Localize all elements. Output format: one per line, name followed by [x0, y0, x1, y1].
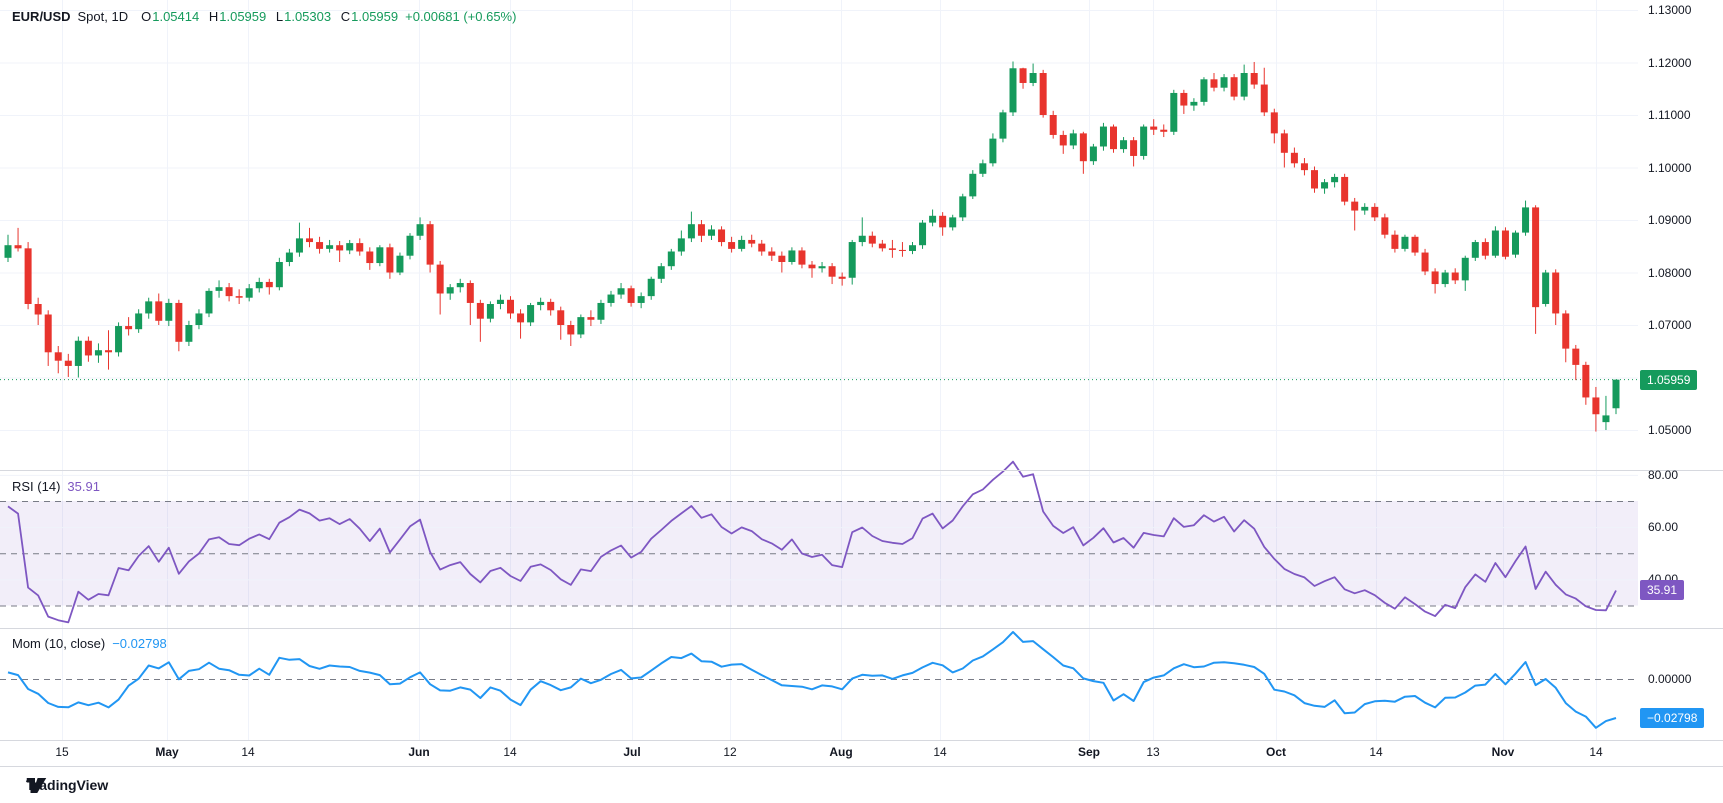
- close-value: 1.05959: [351, 9, 399, 24]
- last-price-badge: 1.05959: [1640, 369, 1698, 390]
- mom-legend-title[interactable]: Mom (10, close): [12, 636, 106, 651]
- open-value: 1.05414: [152, 9, 200, 24]
- brand-name[interactable]: TradingView: [26, 777, 109, 793]
- price-axis-label: 1.10000: [1648, 160, 1692, 175]
- price-axis-label: 1.07000: [1648, 318, 1692, 332]
- rsi-legend: RSI (14) 35.91: [12, 479, 100, 494]
- time-axis-label: Sep: [1077, 745, 1101, 759]
- rsi-axis-label: 60.00: [1648, 520, 1679, 535]
- price-axis-label: 1.09000: [1648, 213, 1692, 227]
- price-axis-label: 1.12000: [1648, 55, 1692, 70]
- low-value: 1.05303: [284, 9, 332, 24]
- mom-legend: Mom (10, close) −0.02798: [12, 636, 167, 651]
- ohlc-readout: O1.05414 H1.05959 L1.05303 C1.05959: [135, 9, 398, 24]
- time-axis-label: 14: [503, 745, 517, 759]
- time-axis-label: May: [155, 745, 179, 759]
- price-axis-label: 1.08000: [1648, 265, 1692, 280]
- time-axis-label: 14: [1589, 745, 1603, 759]
- rsi-legend-value: 35.91: [67, 479, 100, 494]
- time-axis-label: 14: [1369, 745, 1383, 759]
- symbol-title[interactable]: EUR/USD: [12, 9, 71, 24]
- symbol-meta: Spot, 1D: [77, 9, 129, 24]
- time-axis-label: 13: [1146, 745, 1160, 759]
- time-axis-label: Oct: [1265, 745, 1287, 759]
- rsi-value-badge: 35.91: [1640, 580, 1685, 601]
- mom-axis-label: 0.00000: [1648, 672, 1692, 686]
- high-value: 1.05959: [219, 9, 267, 24]
- close-label: C: [340, 9, 351, 24]
- high-label: H: [208, 9, 219, 24]
- tradingview-logo[interactable]: [26, 777, 47, 794]
- price-axis-label: 1.05000: [1648, 423, 1692, 437]
- time-axis-label: Jul: [623, 745, 641, 759]
- open-label: O: [141, 9, 152, 24]
- rsi-legend-title[interactable]: RSI (14): [12, 479, 61, 494]
- time-axis-label: 15: [55, 745, 69, 759]
- change-value: +0.00681 (+0.65%): [405, 9, 517, 24]
- time-axis-label: Jun: [408, 745, 430, 759]
- time-axis-label: 12: [723, 745, 737, 759]
- time-axis-label: 14: [241, 745, 255, 759]
- time-axis-label: Nov: [1491, 745, 1515, 759]
- mom-legend-value: −0.02798: [112, 636, 167, 651]
- price-axis-label: 1.13000: [1648, 3, 1692, 17]
- main-legend: EUR/USD Spot, 1D O1.05414 H1.05959 L1.05…: [12, 9, 516, 24]
- mom-value-badge: −0.02798: [1640, 708, 1705, 728]
- time-axis-label: 14: [933, 745, 947, 759]
- low-label: L: [275, 9, 284, 24]
- price-axis-label: 1.11000: [1648, 108, 1691, 122]
- rsi-axis-label: 80.00: [1648, 467, 1679, 482]
- time-axis-label: Aug: [829, 745, 853, 759]
- footer: TradingView: [26, 777, 108, 793]
